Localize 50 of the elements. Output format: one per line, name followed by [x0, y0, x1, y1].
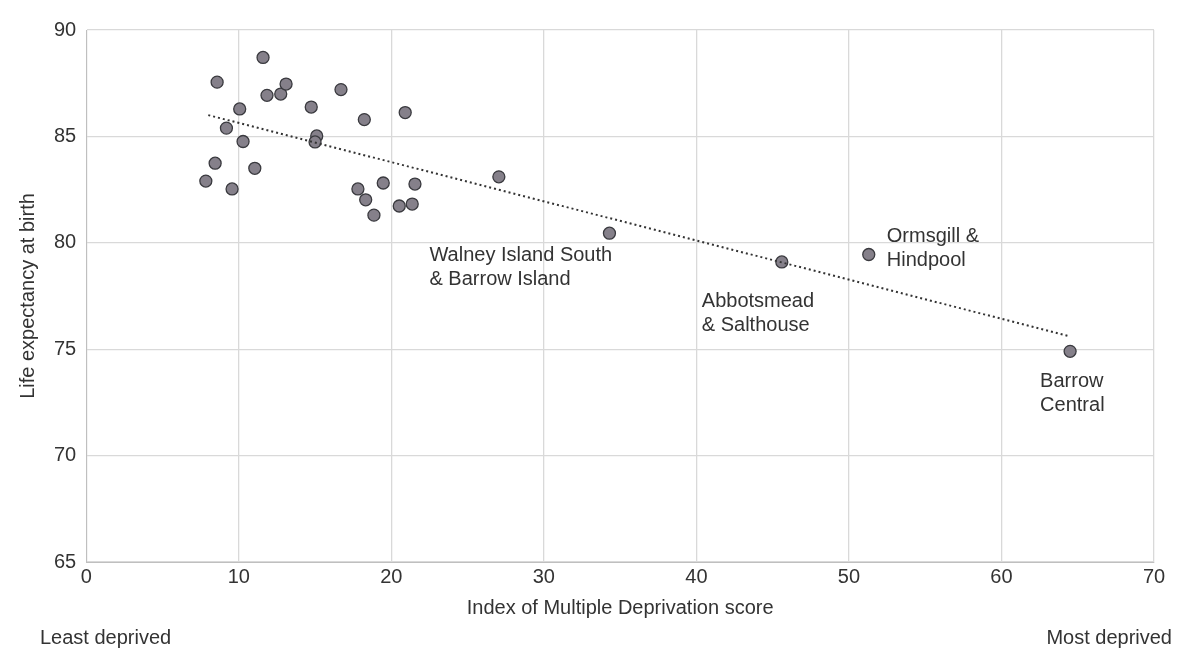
- point: [376, 176, 390, 190]
- x-tick-label: 20: [380, 564, 403, 587]
- point: [775, 255, 789, 269]
- x-axis-title: Index of Multiple Deprivation score: [466, 595, 774, 618]
- annotation: Abbotsmead & Salthouse: [701, 289, 815, 336]
- x-tick-label: 70: [1142, 564, 1166, 587]
- point: [405, 197, 419, 211]
- point: [359, 193, 373, 207]
- x-tick-label: 50: [837, 564, 861, 587]
- annotation: Ormsgill & Hindpool: [886, 224, 980, 271]
- point: [351, 182, 365, 196]
- point: [210, 75, 224, 89]
- point: [248, 161, 262, 175]
- point: [1063, 344, 1077, 358]
- point: [274, 87, 288, 101]
- point: [260, 88, 274, 102]
- y-tick-label: 65: [54, 549, 77, 572]
- point: [199, 174, 213, 188]
- point: [392, 199, 406, 213]
- point: [219, 121, 234, 135]
- annotation: Walney Island South & Barrow Island: [429, 242, 613, 289]
- annotation: Barrow Central: [1040, 368, 1105, 415]
- y-tick-label: 80: [54, 230, 77, 253]
- point: [602, 226, 617, 240]
- point: [279, 77, 293, 91]
- point: [233, 102, 247, 116]
- y-tick-label: 90: [54, 17, 77, 40]
- point: [256, 50, 270, 65]
- point: [225, 182, 239, 196]
- x-tick-label: 10: [227, 564, 250, 587]
- point: [492, 170, 506, 184]
- point: [408, 177, 422, 191]
- point: [398, 105, 412, 120]
- point: [862, 247, 876, 262]
- x-tick-label: 0: [80, 564, 92, 587]
- y-axis-title: Life expectancy at birth: [15, 193, 38, 399]
- y-tick-label: 75: [54, 336, 77, 359]
- x-tick-label: 30: [532, 564, 555, 587]
- point: [367, 208, 381, 222]
- text: Most deprived: [1046, 625, 1172, 648]
- y-tick-label: 85: [54, 123, 77, 146]
- point: [304, 100, 318, 114]
- point: [208, 156, 222, 170]
- point: [357, 112, 371, 127]
- x-tick-label: 40: [685, 564, 708, 587]
- y-tick-label: 70: [54, 443, 77, 466]
- text: Least deprived: [40, 625, 172, 648]
- x-tick-label: 60: [990, 564, 1013, 587]
- point: [334, 82, 348, 97]
- point: [236, 134, 250, 149]
